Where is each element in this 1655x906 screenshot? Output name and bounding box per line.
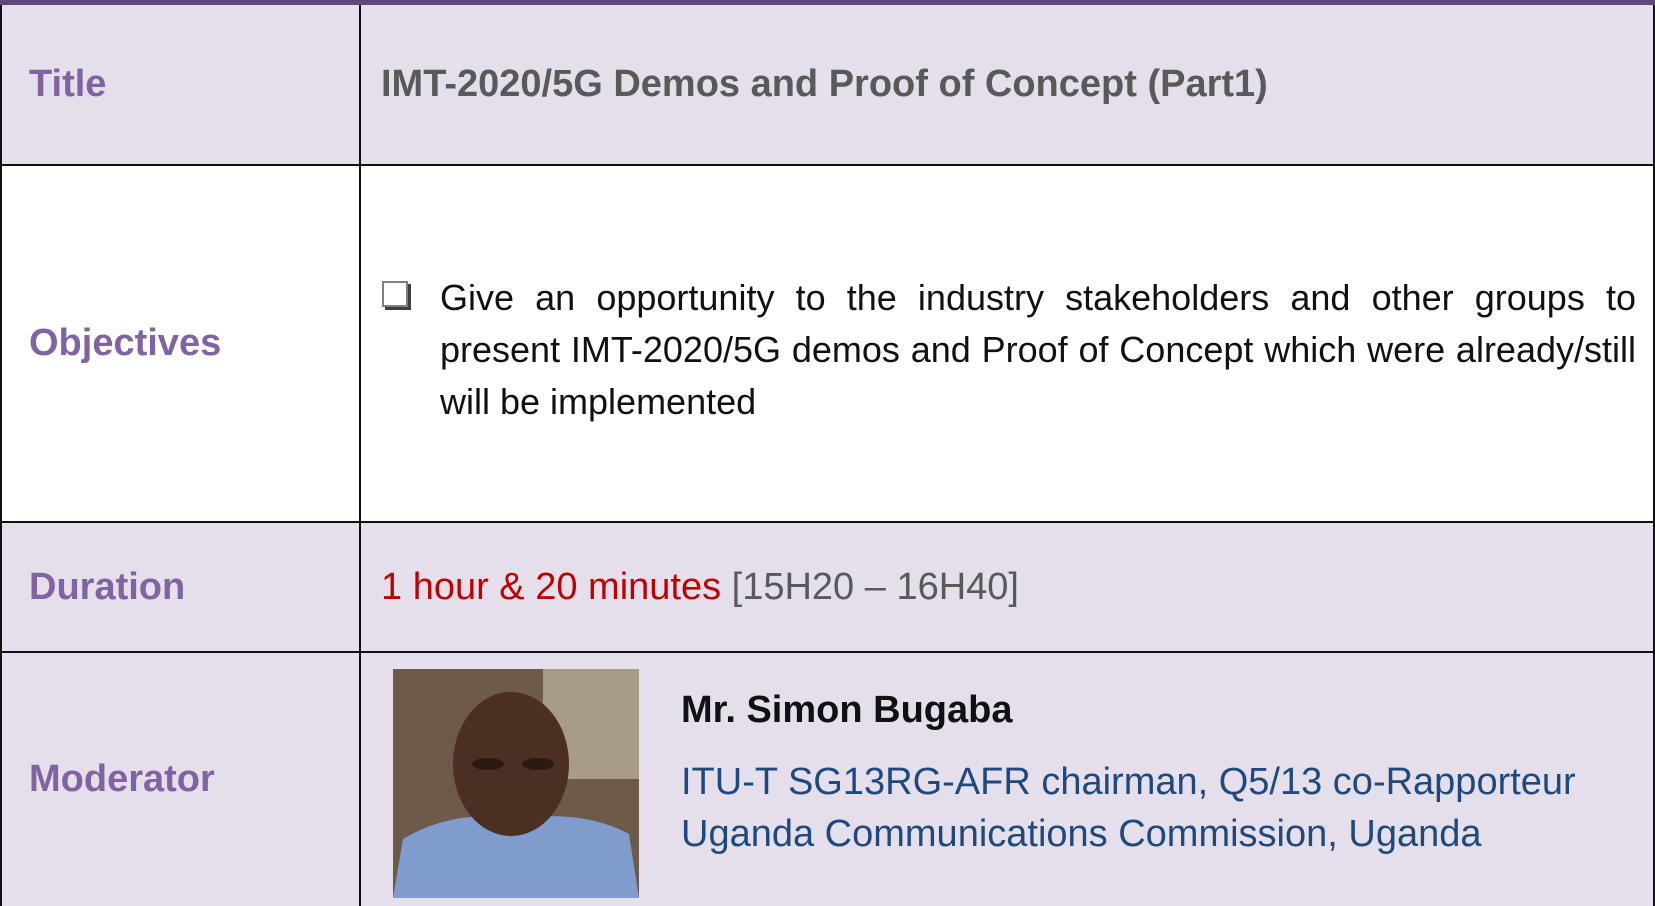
objectives-row: Objectives Give an opportunity to the in… — [0, 166, 1655, 523]
moderator-name: Mr. Simon Bugaba — [681, 689, 1013, 731]
moderator-row: Moderator Mr. Simon Bugaba ITU-T SG13RG-… — [0, 653, 1655, 906]
row-label: Moderator — [0, 653, 361, 906]
title-row: Title IMT-2020/5G Demos and Proof of Con… — [0, 5, 1655, 166]
objectives-cell: Give an opportunity to the industry stak… — [361, 166, 1655, 521]
title-text: IMT-2020/5G Demos and Proof of Concept (… — [361, 5, 1655, 164]
duration-cell: 1 hour & 20 minutes [15H20 – 16H40] — [361, 523, 1655, 651]
moderator-role: ITU-T SG13RG-AFR chairman, Q5/13 co-Rapp… — [681, 761, 1576, 803]
bullet-box — [382, 281, 408, 307]
row-label: Title — [0, 5, 361, 164]
moderator-cell: Mr. Simon Bugaba ITU-T SG13RG-AFR chairm… — [361, 653, 1655, 906]
row-label: Duration — [0, 523, 361, 651]
moderator-photo — [393, 669, 639, 898]
moderator-organization: Uganda Communications Commission, Uganda — [681, 813, 1482, 855]
top-border — [0, 0, 1655, 5]
time: [15H20 – 16H40] — [731, 565, 1019, 608]
row-label: Objectives — [0, 166, 361, 521]
duration-row: Duration 1 hour & 20 minutes [15H20 – 16… — [0, 523, 1655, 653]
duration: 1 hour & 20 minutes — [381, 565, 722, 608]
objective-text: Give an opportunity to the industry stak… — [440, 277, 1636, 422]
